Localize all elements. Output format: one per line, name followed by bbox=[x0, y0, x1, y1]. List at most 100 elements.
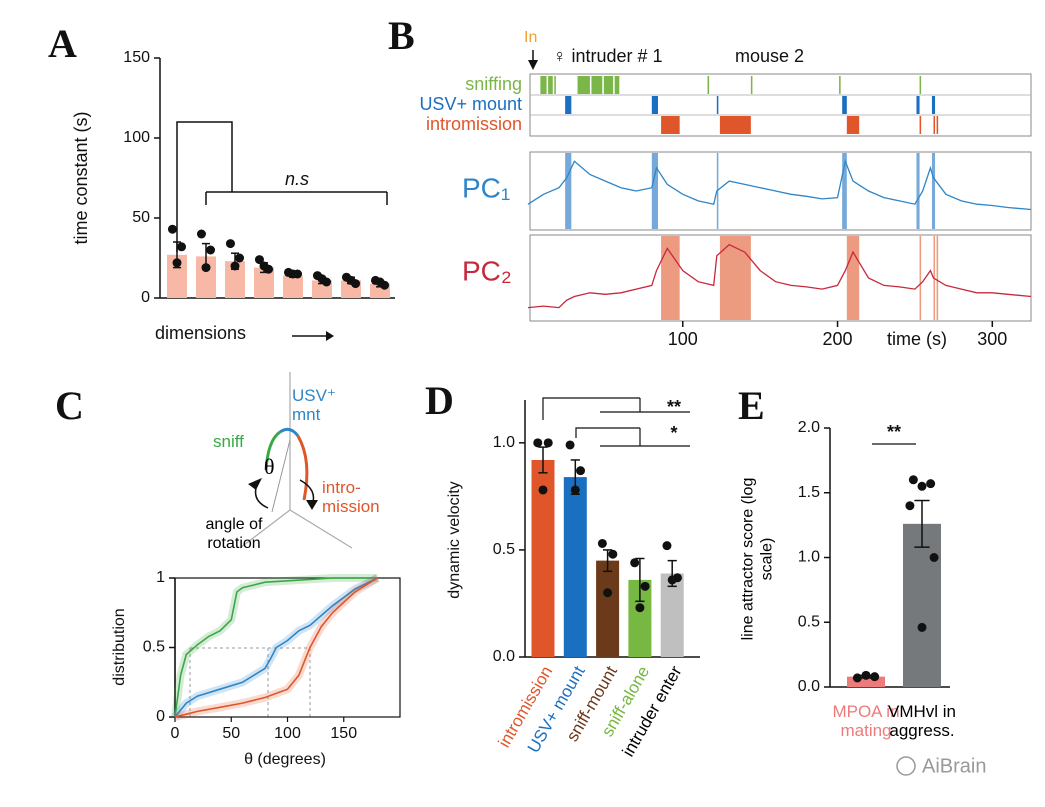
shade-band bbox=[661, 236, 680, 320]
event bbox=[707, 76, 710, 94]
data-point bbox=[667, 575, 677, 585]
diagram-label: sniff bbox=[213, 432, 244, 451]
data-point bbox=[177, 242, 187, 252]
diagram-axis bbox=[289, 509, 353, 549]
trajectory bbox=[264, 430, 281, 471]
event bbox=[661, 116, 680, 134]
diagram-label: USV⁺ mnt bbox=[292, 386, 336, 424]
y-tick-label: 1.0 bbox=[493, 434, 515, 451]
data-point bbox=[565, 440, 575, 450]
data-point bbox=[576, 466, 586, 476]
trajectory bbox=[279, 427, 300, 437]
data-point bbox=[608, 549, 618, 559]
y-tick-label: 0.0 bbox=[798, 678, 820, 695]
data-point bbox=[346, 275, 356, 285]
bracket bbox=[176, 121, 233, 252]
trace bbox=[527, 243, 1032, 309]
y-tick-label: 0 bbox=[156, 708, 165, 725]
event bbox=[591, 76, 603, 94]
bar bbox=[167, 254, 187, 298]
event bbox=[842, 96, 847, 114]
bar bbox=[563, 477, 587, 657]
bar bbox=[254, 267, 274, 298]
data-point bbox=[201, 263, 211, 273]
y-tick-label: 1.0 bbox=[798, 549, 820, 566]
x-tick-label: 100 bbox=[274, 725, 301, 742]
bar bbox=[596, 560, 620, 657]
shade-band bbox=[651, 153, 659, 229]
title: ♀ intruder # 1 bbox=[553, 46, 663, 66]
trajectory bbox=[296, 435, 309, 501]
event bbox=[577, 76, 590, 94]
event bbox=[931, 96, 936, 114]
event bbox=[719, 116, 751, 134]
data-point bbox=[640, 581, 650, 591]
shade-band bbox=[931, 153, 936, 229]
y-tick-label: 150 bbox=[123, 49, 150, 66]
data-point bbox=[905, 501, 915, 511]
data-point bbox=[167, 224, 177, 234]
bar bbox=[225, 261, 245, 298]
diagram-line bbox=[271, 439, 291, 513]
annotation: ** bbox=[887, 422, 901, 442]
diagram-label: θ bbox=[264, 454, 275, 479]
event bbox=[933, 116, 936, 134]
event bbox=[919, 116, 922, 134]
shade-band bbox=[919, 236, 922, 320]
data-point bbox=[908, 475, 918, 485]
trace bbox=[527, 159, 1032, 211]
event bbox=[936, 116, 939, 134]
y-tick-label: 0.0 bbox=[493, 648, 515, 665]
data-point bbox=[375, 277, 385, 287]
data-point bbox=[929, 553, 939, 562]
data-point bbox=[917, 622, 927, 632]
arrow-head bbox=[306, 500, 318, 510]
y-tick-label: 50 bbox=[132, 209, 150, 226]
data-point bbox=[206, 245, 216, 255]
row-label: sniffing bbox=[465, 74, 522, 94]
bar bbox=[531, 459, 555, 657]
event bbox=[548, 76, 553, 94]
data-point bbox=[533, 438, 543, 448]
data-point bbox=[230, 261, 240, 271]
x-tick-label: 100 bbox=[668, 329, 698, 349]
bracket bbox=[542, 397, 690, 447]
data-point bbox=[630, 558, 640, 568]
y-axis-label: line attractor score (log scale) bbox=[739, 477, 776, 641]
annotation: n.s bbox=[285, 169, 309, 189]
panel-label: E bbox=[738, 383, 765, 428]
row-label: USV+ mount bbox=[419, 94, 522, 114]
bar bbox=[628, 579, 652, 657]
y-axis-label: distribution bbox=[111, 608, 128, 685]
data-point bbox=[172, 258, 182, 268]
arrow-head bbox=[248, 478, 262, 490]
event bbox=[554, 76, 556, 94]
event bbox=[750, 76, 753, 94]
trace-box bbox=[529, 234, 1032, 322]
data-point bbox=[917, 481, 927, 491]
trace-label: PC₁ bbox=[462, 172, 510, 203]
bar bbox=[903, 523, 941, 687]
event-box bbox=[529, 73, 1032, 137]
line bbox=[174, 577, 378, 718]
bar bbox=[196, 256, 216, 298]
data-point bbox=[603, 588, 613, 598]
y-tick-label: 0.5 bbox=[798, 613, 820, 630]
x-tick-label: 50 bbox=[222, 725, 240, 742]
x-tick-label: MPOA in mating bbox=[832, 702, 900, 740]
shade-band bbox=[916, 153, 920, 229]
x-axis-label: θ (degrees) bbox=[244, 751, 326, 768]
x-tick-label: VMHvl in aggress. bbox=[887, 702, 956, 740]
data-point bbox=[597, 538, 607, 548]
marker-label: In bbox=[524, 29, 537, 46]
panel-label: B bbox=[388, 13, 415, 58]
bar bbox=[660, 573, 684, 657]
data-point bbox=[861, 670, 871, 680]
diagram-label: angle of rotation bbox=[205, 516, 263, 552]
x-tick-label: 200 bbox=[823, 329, 853, 349]
y-tick-label: 1.5 bbox=[798, 484, 820, 501]
panel-label: D bbox=[425, 378, 454, 423]
event bbox=[603, 76, 614, 94]
event bbox=[716, 96, 719, 114]
event bbox=[919, 76, 922, 94]
